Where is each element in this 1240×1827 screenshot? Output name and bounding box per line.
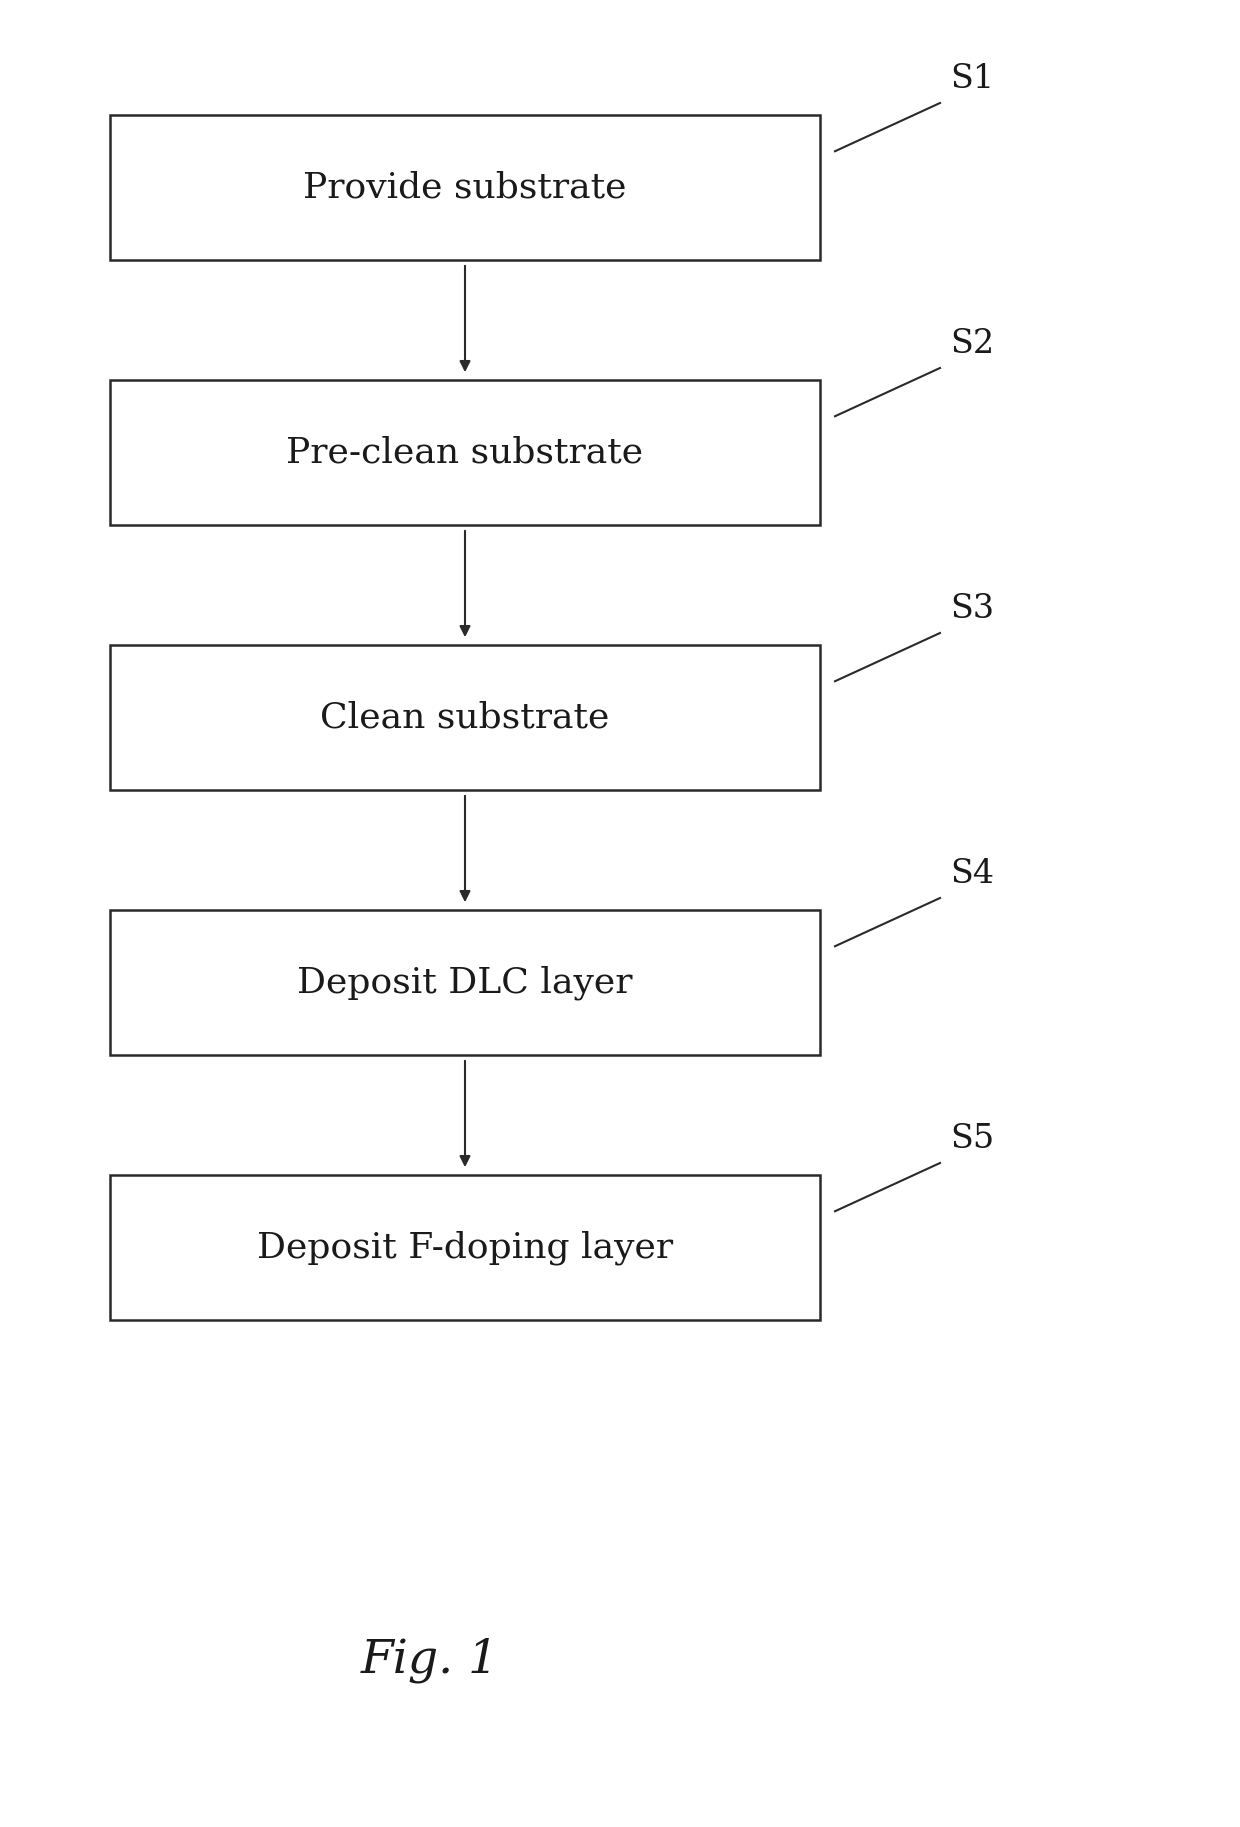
Text: Deposit DLC layer: Deposit DLC layer — [298, 965, 632, 999]
Bar — [110, 1175, 820, 1319]
Text: Pre-clean substrate: Pre-clean substrate — [286, 435, 644, 470]
Bar — [110, 910, 820, 1054]
Text: S4: S4 — [950, 859, 994, 890]
Text: Deposit F-doping layer: Deposit F-doping layer — [257, 1230, 673, 1264]
Bar — [110, 645, 820, 789]
Text: Fig. 1: Fig. 1 — [361, 1637, 500, 1683]
Text: Provide substrate: Provide substrate — [304, 170, 626, 205]
Bar — [110, 115, 820, 259]
Text: Clean substrate: Clean substrate — [320, 700, 610, 734]
Text: S1: S1 — [950, 62, 994, 95]
Text: S3: S3 — [950, 594, 994, 625]
Text: S5: S5 — [950, 1124, 994, 1155]
Bar — [110, 380, 820, 524]
Text: S2: S2 — [950, 329, 994, 360]
